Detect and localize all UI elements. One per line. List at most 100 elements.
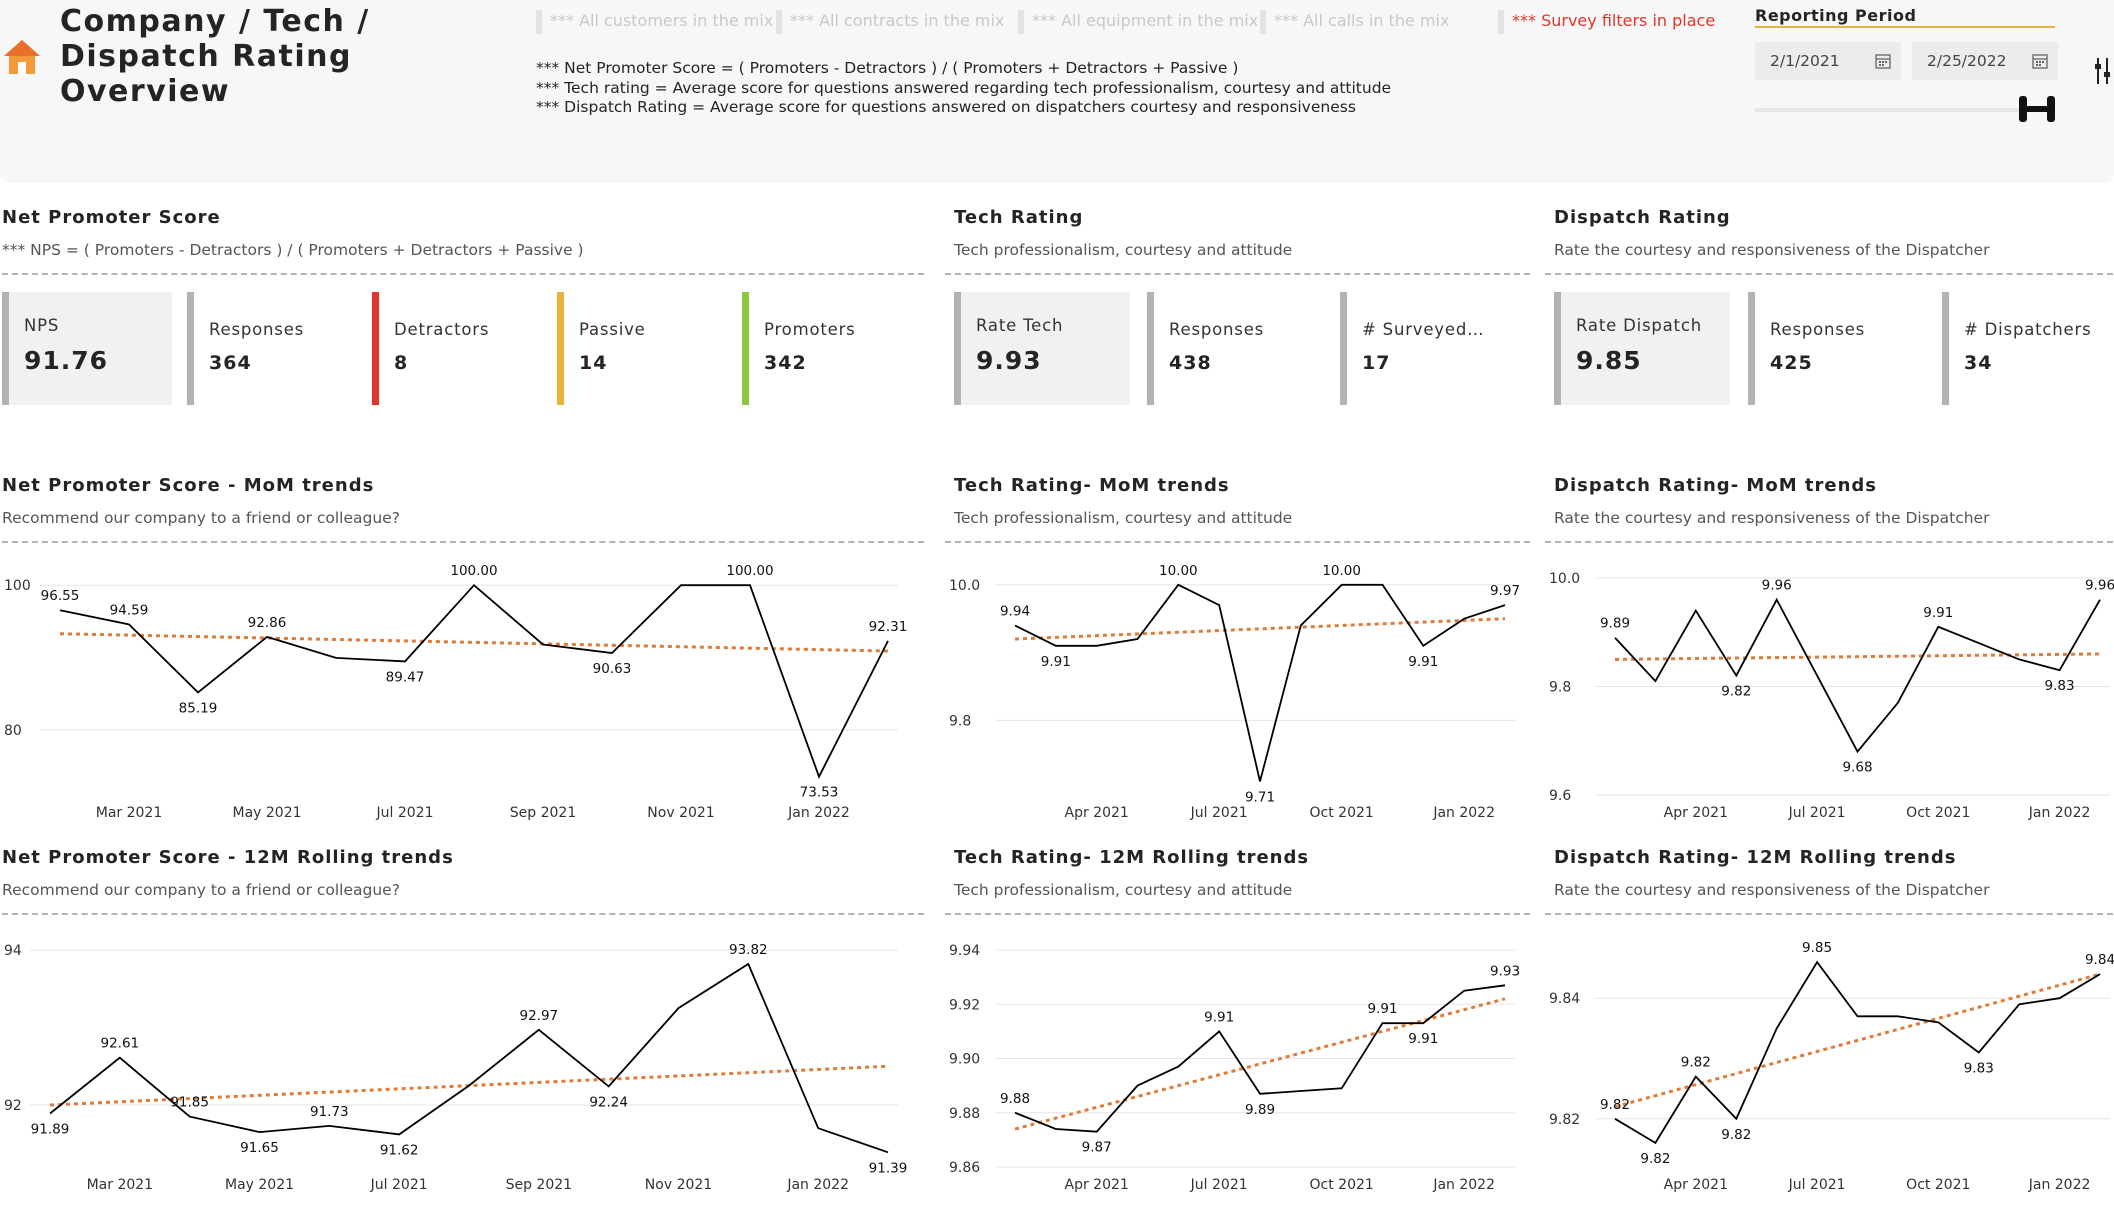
data-label: 73.53: [800, 785, 839, 801]
dispatchers-count-card[interactable]: # Dispatchers 34: [1942, 292, 2112, 405]
y-tick-label: 9.86: [949, 1160, 980, 1176]
section-divider: [945, 913, 1530, 915]
x-tick-label: Jan 2022: [787, 805, 850, 821]
tech-section-title: Tech Rating: [954, 207, 1084, 228]
tech-rolling-line-chart[interactable]: 9.86 9.88 9.90 9.92 9.94 Apr 2021 Jul 2021 Oct …: [945, 932, 1530, 1204]
home-icon[interactable]: [2, 38, 42, 76]
series-line: [59, 583, 889, 779]
data-label: 9.94: [1000, 603, 1030, 619]
x-tick-label: Oct 2021: [1310, 1177, 1374, 1193]
nps-rolling-subtitle: Recommend our company to a friend or col…: [2, 881, 400, 899]
detractors-card[interactable]: Detractors 8: [372, 292, 542, 405]
data-label: 91.73: [310, 1104, 349, 1120]
data-label: 9.82: [1600, 1097, 1630, 1113]
end-date-input[interactable]: 2/25/2022: [1912, 42, 2058, 80]
x-tick-label: Apr 2021: [1065, 1177, 1129, 1193]
dispatch-section-subtitle: Rate the courtesy and responsiveness of …: [1554, 241, 1990, 259]
dispatch-mom-line-chart[interactable]: 9.6 9.8 10.0 Apr 2021 Jul 2021 Oct 2021 Jan 20…: [1545, 560, 2114, 830]
y-tick-label: 100: [4, 578, 31, 594]
card-value: 17: [1362, 352, 1391, 374]
reporting-period-label: Reporting Period: [1755, 6, 1917, 25]
nps-rolling-title: Net Promoter Score - 12M Rolling trends: [2, 847, 454, 868]
calendar-icon[interactable]: [2032, 53, 2048, 69]
data-label: 91.39: [869, 1160, 908, 1176]
card-value: 364: [209, 352, 252, 374]
x-tick-label: Jul 2021: [1788, 1177, 1846, 1193]
dispatch-rolling-title: Dispatch Rating- 12M Rolling trends: [1554, 847, 1957, 868]
x-tick-label: May 2021: [225, 1177, 294, 1193]
nps-kpi-card[interactable]: NPS 91.76: [2, 292, 172, 405]
date-range-slider[interactable]: [1755, 108, 2055, 112]
dispatch-responses-card[interactable]: Responses 425: [1748, 292, 1924, 405]
calls-filter-chip[interactable]: *** All calls in the mix: [1260, 10, 1449, 34]
series-line: [1614, 597, 2101, 754]
customers-filter-chip[interactable]: *** All customers in the mix: [536, 10, 773, 34]
section-divider: [2, 913, 924, 915]
data-label: 9.93: [1490, 963, 1520, 979]
data-label: 9.91: [1408, 654, 1438, 670]
card-label: Detractors: [394, 320, 490, 339]
data-label: 92.61: [101, 1036, 140, 1052]
x-tick-label: Sep 2021: [510, 805, 576, 821]
card-label: Responses: [1169, 320, 1265, 339]
card-accent-bar: [2, 292, 9, 405]
card-value: 9.85: [1576, 346, 1642, 375]
trend-line: [1014, 617, 1506, 641]
section-divider: [1545, 541, 2113, 543]
contracts-filter-chip[interactable]: *** All contracts in the mix: [776, 10, 1004, 34]
passive-card[interactable]: Passive 14: [557, 292, 727, 405]
data-label: 94.59: [110, 602, 149, 618]
card-label: Passive: [579, 320, 646, 339]
card-accent-bar: [372, 292, 379, 405]
nps-responses-card[interactable]: Responses 364: [187, 292, 357, 405]
equipment-filter-chip[interactable]: *** All equipment in the mix: [1018, 10, 1258, 34]
tech-mom-subtitle: Tech professionalism, courtesy and attit…: [954, 509, 1293, 527]
series-line: [1014, 984, 1506, 1133]
x-tick-label: Jul 2021: [370, 1177, 428, 1193]
x-tick-label: Oct 2021: [1310, 805, 1374, 821]
rate-tech-card[interactable]: Rate Tech 9.93: [954, 292, 1130, 405]
card-accent-bar: [1942, 292, 1949, 405]
y-tick-label: 92: [4, 1098, 22, 1114]
y-tick-label: 9.8: [1549, 680, 1571, 696]
nps-rolling-line-chart[interactable]: 92 94 Mar 2021 May 2021 Jul 2021 Sep 2021 Nov …: [0, 932, 930, 1204]
dispatch-rolling-line-chart[interactable]: 9.82 9.84 Apr 2021 Jul 2021 Oct 2021 Jan 2022…: [1545, 932, 2114, 1204]
card-value: 425: [1770, 352, 1813, 374]
y-tick-label: 9.94: [949, 943, 980, 959]
section-divider: [1545, 913, 2113, 915]
section-divider: [945, 273, 1530, 275]
data-label: 100.00: [450, 563, 497, 579]
page-title: Company / Tech / Dispatch Rating Overvie…: [60, 4, 370, 109]
start-date-value: 2/1/2021: [1770, 52, 1840, 70]
data-label: 9.85: [1802, 940, 1832, 956]
data-label: 9.82: [1681, 1055, 1711, 1071]
data-label: 9.88: [1000, 1091, 1030, 1107]
survey-filter-chip[interactable]: *** Survey filters in place: [1498, 10, 1715, 34]
start-date-input[interactable]: 2/1/2021: [1755, 42, 1901, 80]
data-label: 9.82: [1721, 1127, 1751, 1143]
calendar-icon[interactable]: [1875, 53, 1891, 69]
card-label: Rate Tech: [976, 316, 1064, 335]
data-label: 91.62: [380, 1142, 419, 1158]
card-value: 9.93: [976, 346, 1042, 375]
data-label: 92.24: [589, 1094, 628, 1110]
card-label: NPS: [24, 316, 60, 335]
promoters-card[interactable]: Promoters 342: [742, 292, 912, 405]
surveyed-techs-card[interactable]: # Surveyed… 17: [1340, 292, 1516, 405]
data-label: 93.82: [729, 942, 768, 958]
filter-pane-icon[interactable]: [2094, 56, 2112, 86]
card-label: # Surveyed…: [1362, 320, 1485, 339]
section-divider: [1545, 273, 2113, 275]
data-label: 9.96: [1762, 578, 1792, 594]
nps-mom-line-chart[interactable]: 80 100 Mar 2021 May 2021 Jul 2021 Sep 2021 Nov…: [0, 560, 930, 830]
trend-line: [59, 632, 889, 653]
data-label: 9.83: [2045, 678, 2075, 694]
rate-dispatch-card[interactable]: Rate Dispatch 9.85: [1554, 292, 1730, 405]
slider-handles[interactable]: [2017, 94, 2057, 124]
x-tick-label: Apr 2021: [1664, 805, 1728, 821]
section-divider: [2, 273, 924, 275]
tech-responses-card[interactable]: Responses 438: [1147, 292, 1323, 405]
dispatch-definition-note: *** Dispatch Rating = Average score for …: [536, 98, 1356, 116]
tech-mom-line-chart[interactable]: 9.8 10.0 Apr 2021 Jul 2021 Oct 2021 Jan 2022 9…: [945, 560, 1530, 830]
x-tick-label: Jul 2021: [1788, 805, 1846, 821]
